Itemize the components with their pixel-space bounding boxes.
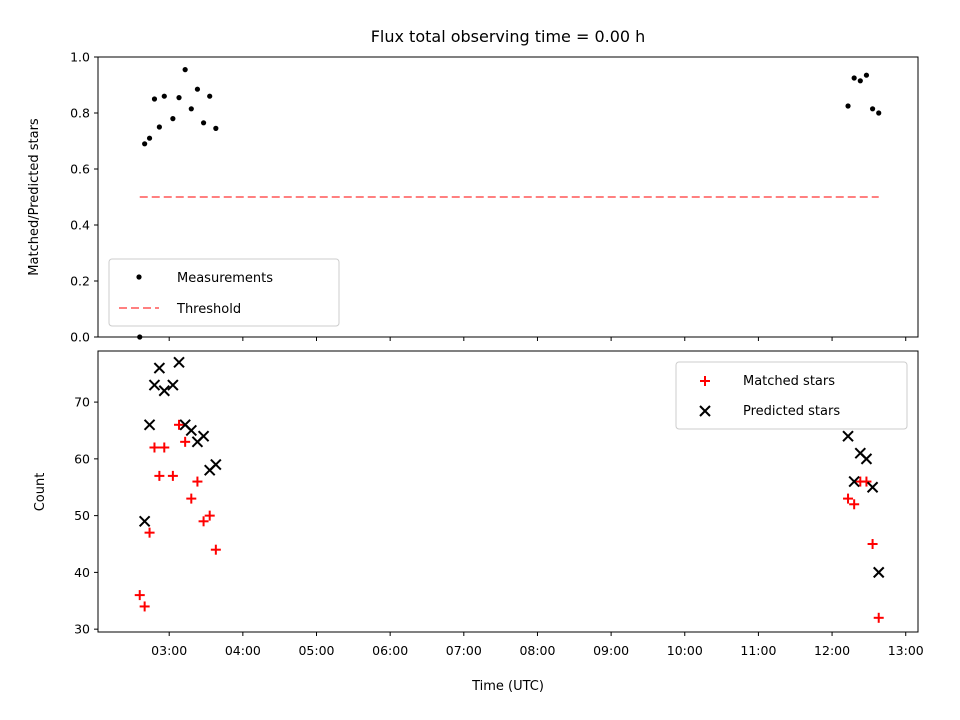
x-tick-label: 10:00 (667, 643, 703, 658)
measurement-point (869, 106, 876, 112)
measurement-point (170, 116, 176, 122)
measurement-point (137, 334, 143, 340)
predicted-star-point (873, 566, 885, 579)
matched-star-point (867, 539, 878, 550)
measurement-point (851, 75, 857, 81)
measurement-point (876, 110, 882, 116)
x-axis-label: Time (UTC) (471, 679, 544, 694)
predicted-star-point (148, 379, 161, 391)
top-y-tick-label: 0.4 (70, 218, 90, 233)
top-y-axis-label: Matched/Predicted stars (27, 118, 42, 276)
predicted-star-point (210, 458, 222, 471)
measurement-point (845, 103, 851, 109)
measurement-point (213, 125, 219, 131)
legend-predicted-label: Predicted stars (743, 404, 840, 419)
matched-star-point (154, 470, 165, 481)
top-legend: Measurements Threshold (108, 258, 340, 327)
chart-title: Flux total observing time = 0.00 h (371, 27, 646, 46)
matched-star-point (843, 493, 854, 504)
predicted-star-point (158, 385, 170, 397)
top-y-tick-label: 0.0 (70, 330, 90, 345)
predicted-star-point (153, 362, 166, 374)
bottom-legend-box (675, 361, 908, 430)
top-plot-frame (97, 56, 919, 338)
predicted-star-point (167, 379, 179, 391)
predicted-star-point (860, 453, 873, 465)
top-legend-box (108, 258, 340, 327)
bottom-y-tick-label: 30 (74, 622, 90, 637)
x-tick-label: 03:00 (151, 643, 187, 658)
predicted-star-point (143, 419, 156, 431)
predicted-star-point (173, 356, 185, 369)
matched-star-point (144, 527, 155, 538)
bottom-plot-frame (97, 350, 919, 633)
legend-matched-marker (700, 376, 710, 386)
measurement-point (156, 124, 162, 130)
predicted-star-point (185, 424, 198, 437)
matched-star-point (139, 601, 150, 612)
measurement-point (200, 120, 207, 126)
matched-star-point (204, 510, 215, 521)
legend-predicted-marker (699, 405, 711, 417)
measurement-point (182, 67, 188, 73)
matched-star-point (159, 442, 170, 453)
top-y-tick-label: 0.6 (70, 162, 90, 177)
measurement-point (146, 135, 153, 141)
predicted-star-point (138, 515, 151, 528)
legend-measurements-label: Measurements (177, 271, 273, 286)
bottom-y-tick-label: 70 (74, 395, 90, 410)
matched-star-point (861, 476, 872, 487)
x-tick-label: 11:00 (740, 643, 776, 658)
x-tick-label: 06:00 (372, 643, 408, 658)
matched-star-point (149, 442, 160, 453)
predicted-star-point (197, 430, 210, 442)
matched-star-point (134, 590, 145, 601)
x-tick-label: 05:00 (298, 643, 334, 658)
measurement-point (194, 86, 201, 92)
measurement-point (857, 78, 863, 84)
top-y-tick-label: 0.2 (70, 274, 90, 289)
bottom-y-axis-label: Count (33, 473, 48, 512)
top-y-tick-label: 1.0 (70, 50, 90, 65)
matched-star-point (210, 544, 221, 555)
legend-matched-label: Matched stars (743, 374, 835, 389)
legend-threshold-label: Threshold (176, 302, 241, 317)
measurement-point (176, 95, 182, 101)
matched-star-point (174, 419, 185, 430)
matched-star-point (849, 499, 860, 510)
measurement-point (188, 106, 194, 112)
bottom-y-tick-label: 60 (74, 451, 90, 466)
x-tick-label: 12:00 (814, 643, 850, 658)
bottom-legend: Matched stars Predicted stars (675, 361, 908, 430)
predicted-star-point (848, 475, 860, 488)
matched-star-point (167, 470, 178, 481)
x-tick-label: 09:00 (593, 643, 629, 658)
legend-measurements-marker (136, 274, 142, 280)
predicted-star-point (842, 430, 854, 442)
bottom-y-tick-label: 40 (74, 565, 90, 580)
x-tick-label: 08:00 (519, 643, 555, 658)
matched-star-point (186, 493, 197, 504)
matched-star-point (873, 612, 884, 623)
bottom-y-tick-label: 50 (74, 508, 90, 523)
measurement-point (142, 141, 148, 147)
x-tick-label: 04:00 (225, 643, 261, 658)
predicted-star-point (866, 481, 879, 493)
measurement-point (207, 93, 213, 99)
measurement-point (161, 93, 167, 99)
matched-star-point (180, 436, 191, 447)
top-plot: 0.0 0.2 0.4 0.6 0.8 1.0 Measurements Threshold (70, 50, 919, 345)
bottom-plot: 30 40 50 60 70 03:00 04:00 05:00 06:00 07:00 08:00… (74, 350, 924, 658)
top-y-tick-label: 0.8 (70, 106, 90, 121)
x-tick-label: 13:00 (888, 643, 924, 658)
measurement-point (863, 72, 870, 78)
measurement-point (151, 96, 158, 102)
matched-star-point (192, 476, 203, 487)
matched-star-point (198, 516, 209, 527)
x-tick-label: 07:00 (446, 643, 482, 658)
